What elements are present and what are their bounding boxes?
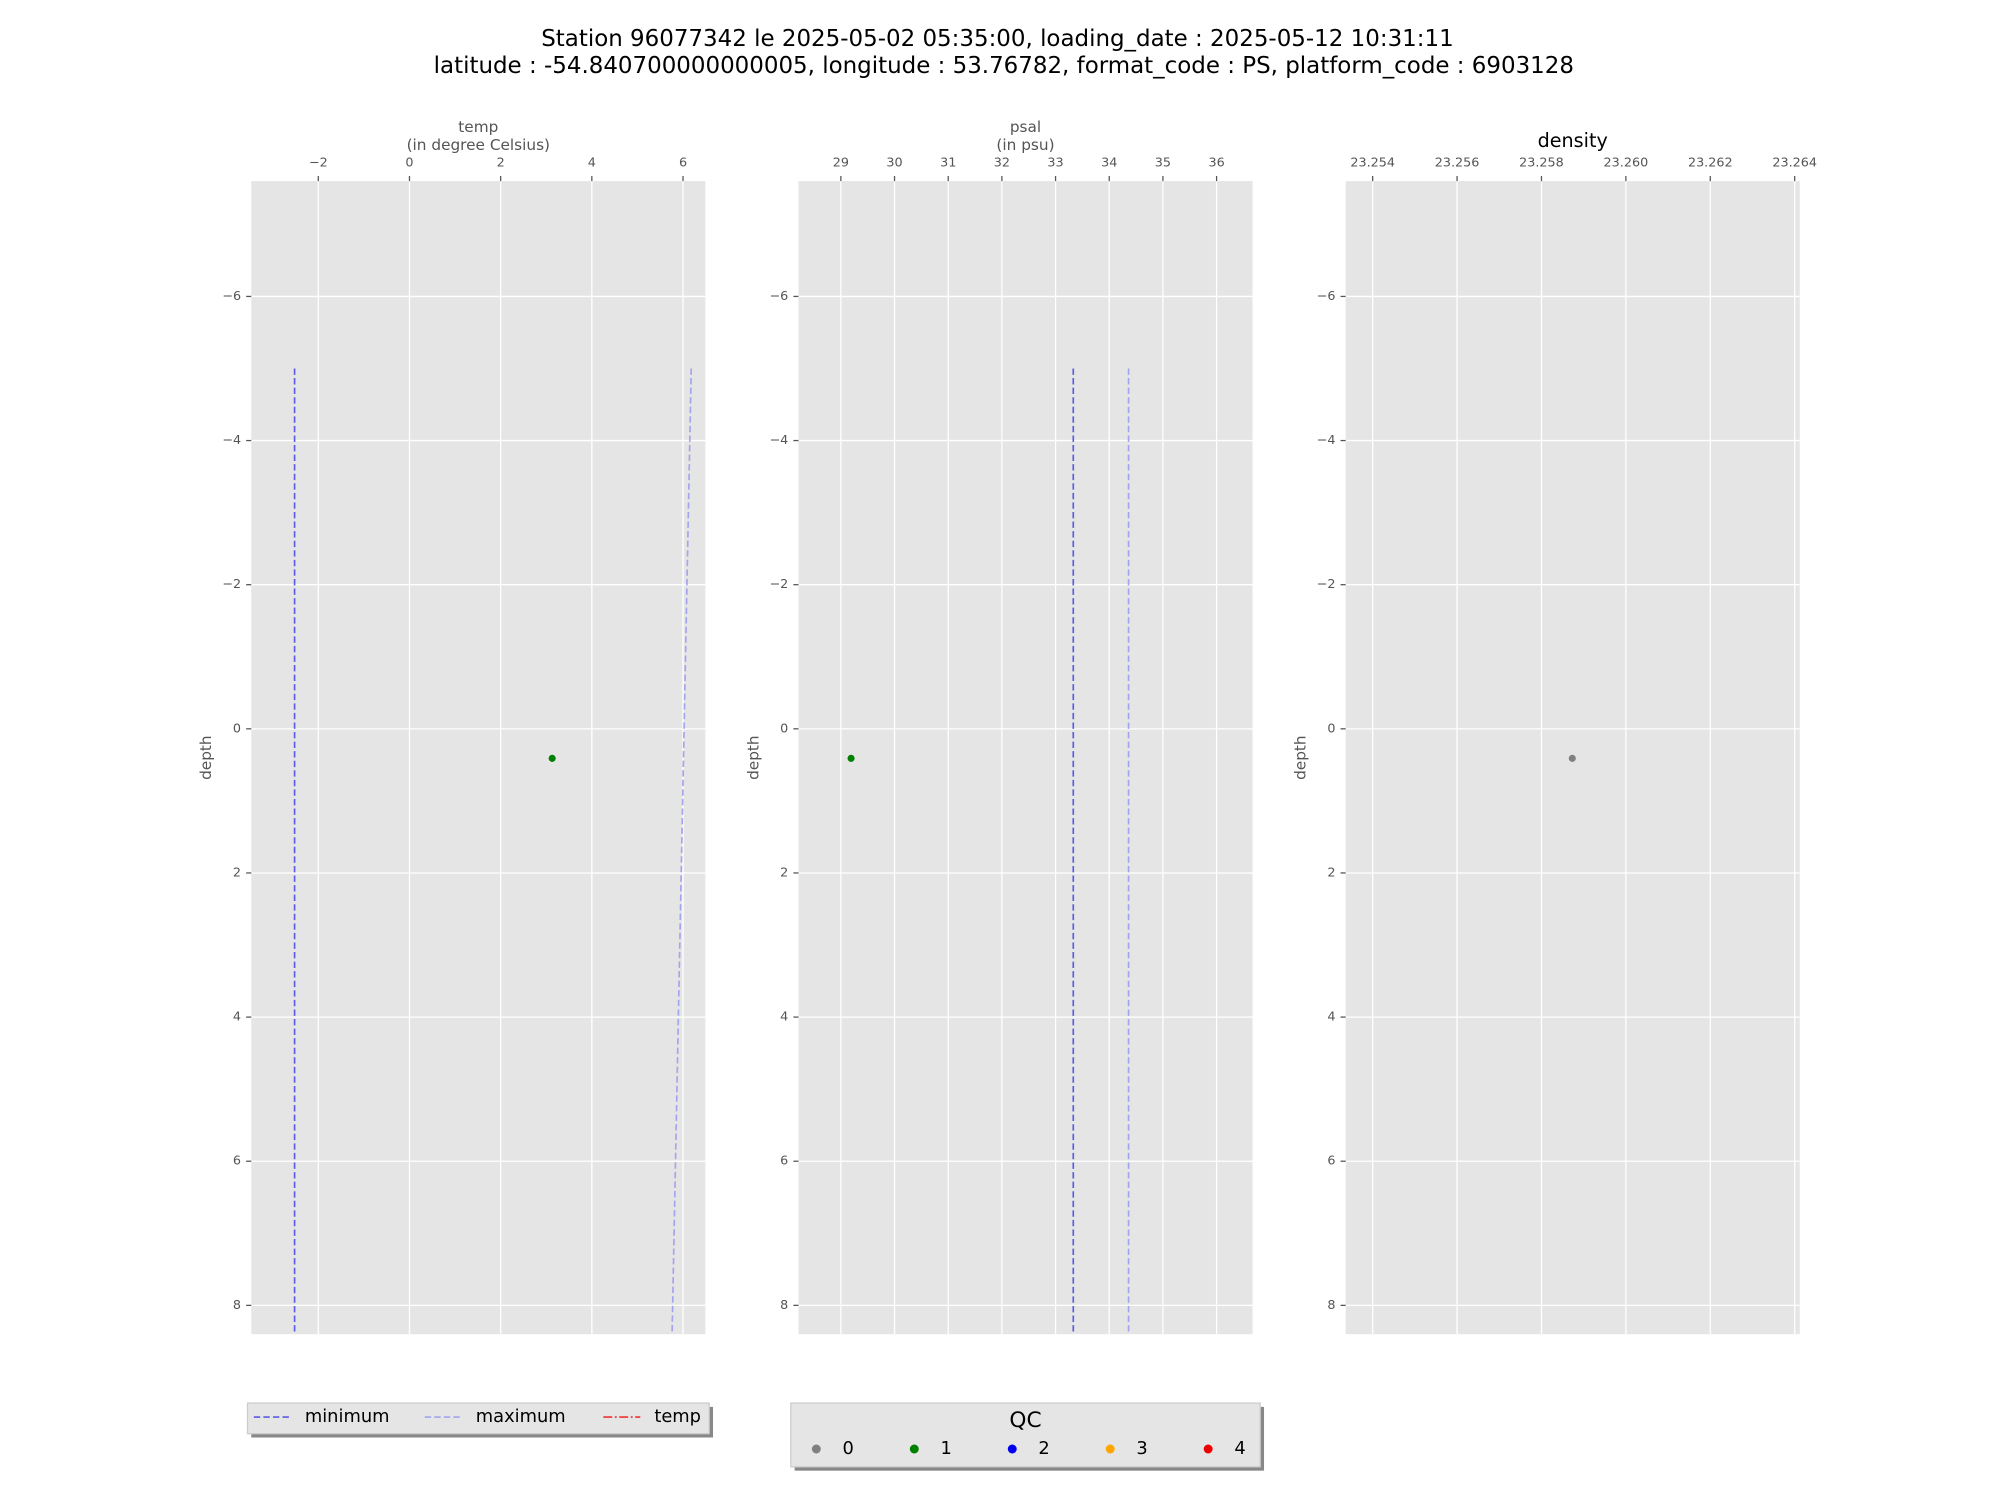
y-tick-label: −6 <box>222 289 241 304</box>
title-line: Station 96077342 le 2025-05-02 05:35:00,… <box>541 26 1453 52</box>
x-tick-label: 4 <box>588 156 596 171</box>
x-tick-label: 35 <box>1155 156 1171 171</box>
y-tick-label: −4 <box>1317 433 1336 448</box>
y-tick-label: 6 <box>780 1154 788 1169</box>
y-tick-label: −4 <box>769 433 788 448</box>
plot-content <box>1568 754 1576 762</box>
x-tick-label: 23.258 <box>1519 156 1564 171</box>
x-tick-label: 30 <box>886 156 902 171</box>
x-axis-label: psal <box>1010 118 1041 136</box>
y-tick-label: 6 <box>1327 1154 1335 1169</box>
legend-marker <box>1007 1444 1017 1454</box>
axes: −2 0 2 4 6 −6 −4 −2 0 2 4 6 8 temp(in degree Celsius)… <box>197 118 706 1335</box>
legend-label: 1 <box>940 1438 951 1459</box>
x-tick-label: 32 <box>994 156 1010 171</box>
y-tick-label: 4 <box>1327 1010 1335 1025</box>
x-tick-label: 33 <box>1047 156 1063 171</box>
y-axis-label: depth <box>197 735 215 780</box>
plot-content <box>293 368 693 1335</box>
title-line: latitude : -54.840700000000005, longitud… <box>434 53 1574 79</box>
x-tick-label: 6 <box>679 156 687 171</box>
legend-box <box>790 1402 1261 1468</box>
y-tick-label: 6 <box>233 1154 241 1169</box>
qc-legend: QC 0 1 2 3 4 <box>790 1402 1265 1471</box>
legend-label: minimum <box>305 1406 390 1427</box>
x-tick-label: 23.262 <box>1688 156 1733 171</box>
y-tick-label: 8 <box>233 1298 241 1313</box>
legend-label: 0 <box>843 1438 854 1459</box>
y-tick-label: −6 <box>1317 289 1336 304</box>
x-axis-label: (in psu) <box>996 136 1054 154</box>
legend-marker <box>1105 1444 1115 1454</box>
axes: 29 30 31 32 33 34 35 36 −6 −4 −2 0 2 4 6 8 psal(in psu) d… <box>744 118 1253 1335</box>
axes: 23.254 23.256 23.258 23.260 23.262 23.264 −6 −4… <box>1292 129 1817 1335</box>
y-tick-label: 2 <box>1327 865 1335 880</box>
y-tick-label: 0 <box>780 721 788 736</box>
legend-box <box>246 1402 710 1435</box>
x-tick-label: −2 <box>309 156 328 171</box>
y-tick-label: −2 <box>222 577 241 592</box>
plot-content <box>847 368 1130 1335</box>
x-axis-label: (in degree Celsius) <box>407 136 550 154</box>
legend-label: 4 <box>1234 1438 1245 1459</box>
x-tick-label: 23.264 <box>1772 156 1817 171</box>
plot-area <box>798 181 1253 1335</box>
legend-marker <box>909 1444 919 1454</box>
y-tick-label: −2 <box>1317 577 1336 592</box>
x-tick-label: 2 <box>497 156 505 171</box>
data-point <box>548 754 556 762</box>
x-tick-label: 34 <box>1101 156 1117 171</box>
axes-title: density <box>1538 129 1608 152</box>
legend-marker <box>1203 1444 1213 1454</box>
y-axis-label: depth <box>744 735 762 780</box>
legend-label: 2 <box>1038 1438 1049 1459</box>
y-tick-label: 8 <box>1327 1298 1335 1313</box>
legend-label: maximum <box>476 1406 566 1427</box>
x-tick-label: 23.254 <box>1350 156 1395 171</box>
legend-label: temp <box>654 1406 701 1427</box>
legend-label: 3 <box>1136 1438 1147 1459</box>
legend-marker <box>811 1444 821 1454</box>
y-tick-label: −2 <box>769 577 788 592</box>
x-tick-label: 31 <box>940 156 956 171</box>
y-tick-label: 4 <box>780 1010 788 1025</box>
legend: minimum maximum temp <box>246 1402 714 1438</box>
y-tick-label: −6 <box>769 289 788 304</box>
x-tick-label: 23.260 <box>1604 156 1649 171</box>
x-tick-label: 0 <box>405 156 413 171</box>
plot-area <box>251 181 706 1335</box>
y-tick-label: 2 <box>780 865 788 880</box>
y-tick-label: 0 <box>233 721 241 736</box>
y-tick-label: 4 <box>233 1010 241 1025</box>
legend-title: QC <box>1009 1408 1041 1433</box>
y-tick-label: 0 <box>1327 721 1335 736</box>
x-tick-label: 36 <box>1208 156 1224 171</box>
y-tick-label: 8 <box>780 1298 788 1313</box>
y-tick-label: −4 <box>222 433 241 448</box>
x-tick-label: 29 <box>833 156 849 171</box>
data-point <box>1568 754 1576 762</box>
profile-line <box>671 368 693 1335</box>
y-axis-label: depth <box>1292 735 1310 780</box>
y-tick-label: 2 <box>233 865 241 880</box>
x-axis-label: temp <box>458 118 498 136</box>
data-point <box>847 754 855 762</box>
x-tick-label: 23.256 <box>1435 156 1480 171</box>
